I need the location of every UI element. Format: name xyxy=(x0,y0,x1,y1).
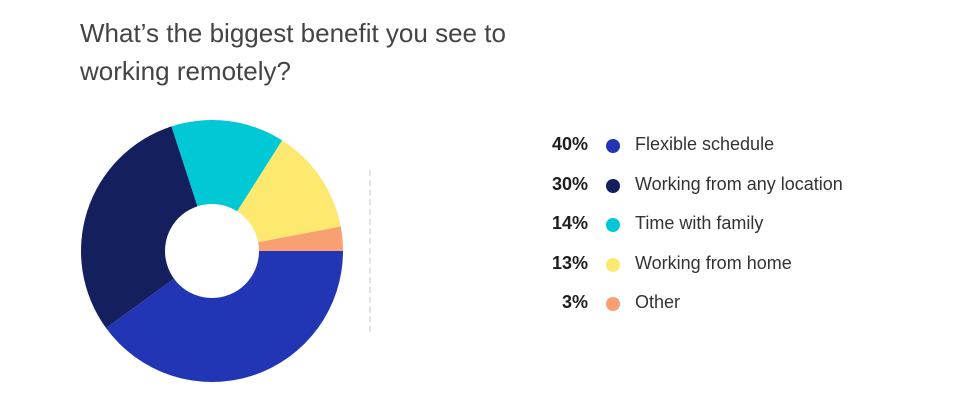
legend-percent: 40% xyxy=(551,134,588,154)
legend-swatch xyxy=(606,218,620,233)
legend-percent: 3% xyxy=(561,292,588,313)
legend-percent: 13% xyxy=(551,252,588,273)
donut-hole xyxy=(165,204,259,298)
pie-slice-working-from-any-location xyxy=(81,126,213,328)
legend-label: Working from any location xyxy=(635,173,843,194)
legend-label: Flexible schedule xyxy=(635,134,775,154)
pie-slice-time-with-family xyxy=(171,120,283,252)
legend-swatch xyxy=(606,178,620,193)
divider-line xyxy=(369,170,371,332)
donut-chart xyxy=(81,120,344,383)
legend-label: Time with family xyxy=(635,213,764,234)
legend-percent: 30% xyxy=(551,173,588,194)
legend-swatch xyxy=(606,139,620,153)
legend-label: Other xyxy=(635,292,681,313)
legend-swatch xyxy=(606,257,620,272)
legend-percent: 14% xyxy=(551,213,588,234)
legend-swatch xyxy=(606,297,620,312)
pie-slice-flexible-schedule xyxy=(106,251,344,383)
legend-label: Working from home xyxy=(635,252,792,273)
chart-title: What’s the biggest benefit you see to wo… xyxy=(80,18,506,86)
